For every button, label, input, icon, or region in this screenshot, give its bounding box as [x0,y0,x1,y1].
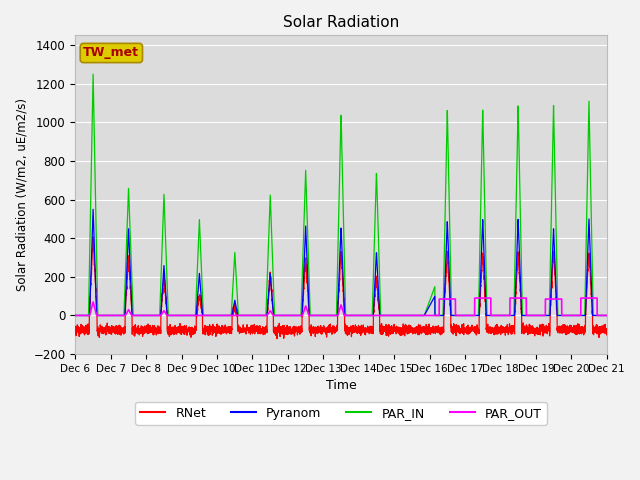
Title: Solar Radiation: Solar Radiation [283,15,399,30]
X-axis label: Time: Time [326,379,356,392]
Text: TW_met: TW_met [83,47,140,60]
Y-axis label: Solar Radiation (W/m2, uE/m2/s): Solar Radiation (W/m2, uE/m2/s) [15,98,28,291]
Legend: RNet, Pyranom, PAR_IN, PAR_OUT: RNet, Pyranom, PAR_IN, PAR_OUT [135,402,547,425]
